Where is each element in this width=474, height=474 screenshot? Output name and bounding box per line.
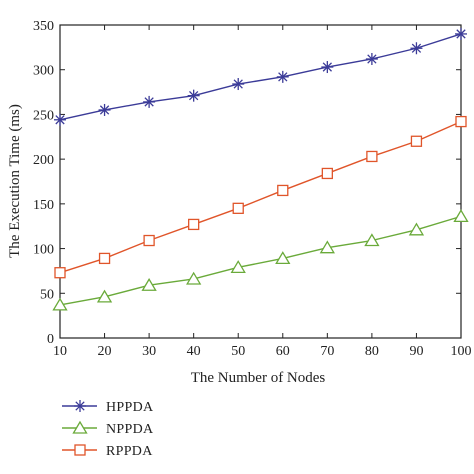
data-point-hppda	[410, 42, 423, 55]
data-point-nppda	[141, 277, 157, 291]
data-point-rppda	[188, 218, 200, 231]
data-point-hppda	[276, 70, 289, 83]
data-point-nppda	[186, 271, 202, 285]
data-point-hppda	[365, 52, 378, 65]
y-tick-label: 350	[33, 19, 54, 34]
plot-area	[59, 24, 462, 339]
star-marker-stroke	[233, 79, 243, 89]
data-point-hppda	[98, 103, 111, 116]
data-point-nppda	[275, 251, 291, 265]
star-marker-stroke	[456, 29, 466, 39]
axes: 10 20 30 40 50 60 70 80 90 100 0 50 100 150 200 250 300 3…	[33, 19, 472, 359]
star-marker-stroke	[99, 105, 110, 115]
data-point-nppda	[230, 260, 246, 274]
data-point-hppda	[54, 113, 66, 126]
y-tick-label: 300	[33, 64, 54, 79]
data-point-rppda	[277, 184, 289, 197]
data-point-rppda	[232, 202, 244, 214]
x-tick-label: 70	[320, 344, 334, 359]
star-marker-stroke	[278, 72, 288, 82]
legend-marker-hppda	[74, 400, 86, 412]
legend-marker-nppda	[72, 420, 88, 434]
data-point-rppda	[366, 150, 378, 163]
y-tick-label: 250	[33, 108, 54, 123]
data-point-rppda	[98, 252, 111, 265]
data-point-nppda	[364, 233, 380, 247]
data-point-rppda	[410, 135, 423, 147]
star-marker-stroke	[411, 43, 422, 53]
legend-item-rppda: RPPDA	[62, 444, 153, 459]
y-tick-label: 50	[40, 287, 54, 302]
legend: HPPDA NPPDA RPPDA	[62, 400, 154, 459]
star-marker-stroke	[144, 97, 154, 107]
star-marker-stroke	[75, 401, 85, 411]
data-point-hppda	[455, 27, 467, 40]
data-point-hppda	[232, 78, 245, 91]
legend-item-nppda: NPPDA	[62, 420, 154, 437]
series-group	[52, 27, 469, 311]
x-tick-label: 100	[451, 344, 472, 359]
star-marker-stroke	[322, 62, 332, 72]
x-tick-label: 90	[409, 344, 423, 359]
data-point-rppda	[455, 115, 467, 128]
y-axis-title: The Execution Time (ms)	[7, 104, 23, 258]
series-nppda	[52, 209, 469, 311]
x-tick-label: 20	[98, 344, 112, 359]
legend-item-hppda: HPPDA	[62, 400, 154, 415]
x-tick-label: 60	[276, 344, 290, 359]
x-tick-label: 80	[365, 344, 379, 359]
data-point-nppda	[52, 297, 68, 311]
series-line-nppda	[59, 215, 462, 306]
data-point-rppda	[321, 167, 333, 180]
x-tick-label: 40	[187, 344, 201, 359]
data-point-rppda	[143, 234, 155, 247]
x-axis-title: The Number of Nodes	[191, 370, 326, 386]
legend-label-rppda: RPPDA	[106, 444, 153, 459]
y-tick-label: 150	[33, 198, 54, 213]
series-hppda	[54, 27, 467, 126]
data-point-hppda	[321, 61, 334, 74]
x-tick-label: 50	[231, 344, 245, 359]
star-marker-stroke	[189, 90, 199, 101]
data-point-hppda	[187, 89, 200, 102]
x-tick-label: 30	[142, 344, 156, 359]
series-line-hppda	[59, 33, 462, 121]
y-tick-label: 200	[33, 153, 54, 168]
data-point-hppda	[143, 95, 156, 108]
x-tick-label: 10	[53, 344, 67, 359]
data-point-nppda	[408, 222, 425, 236]
star-marker-stroke	[55, 115, 65, 125]
series-rppda	[54, 115, 467, 279]
series-line-rppda	[59, 120, 462, 274]
y-tick-label: 0	[47, 332, 54, 347]
data-point-nppda	[453, 209, 469, 223]
y-tick-label: 100	[33, 243, 54, 258]
data-point-nppda	[96, 289, 113, 303]
data-point-rppda	[54, 267, 66, 279]
data-point-nppda	[319, 240, 335, 254]
legend-label-hppda: HPPDA	[106, 400, 154, 415]
legend-label-nppda: NPPDA	[106, 422, 154, 437]
star-marker-stroke	[367, 54, 377, 64]
legend-marker-rppda	[74, 444, 86, 456]
